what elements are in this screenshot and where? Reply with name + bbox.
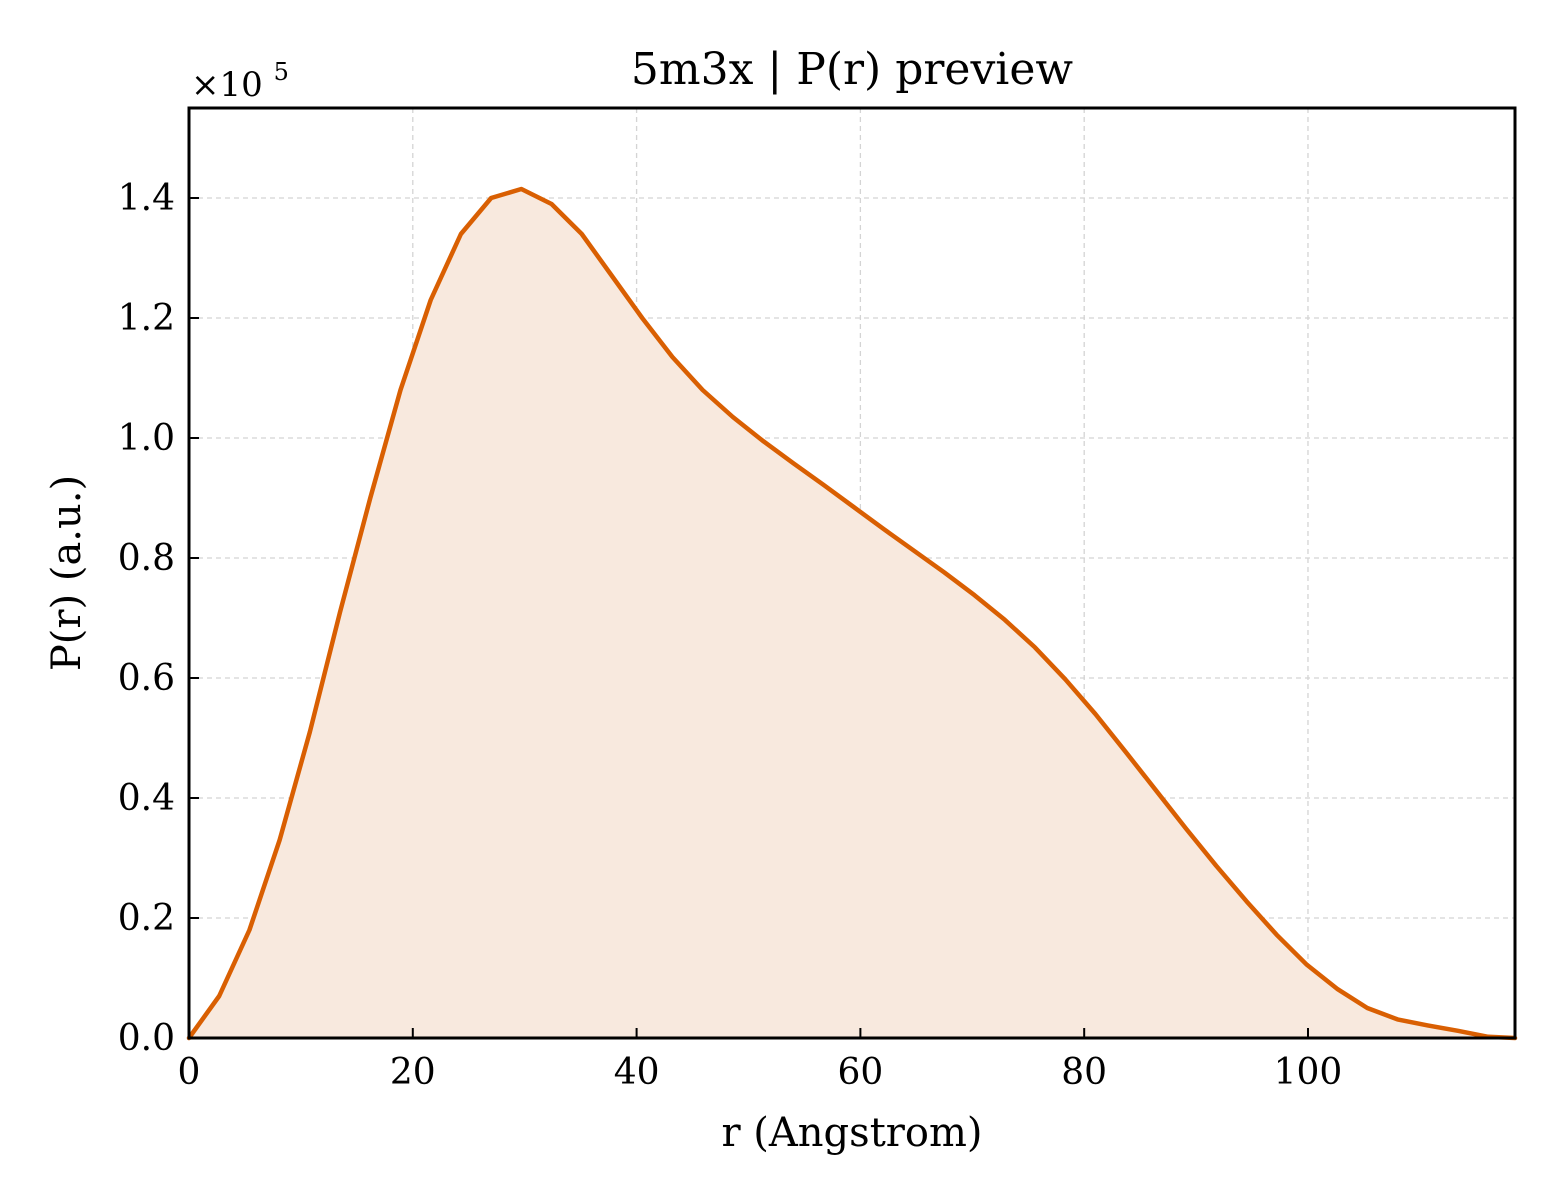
y-tick-label: 0.8 (118, 538, 175, 579)
x-tick-label: 80 (1061, 1052, 1107, 1093)
y-axis-multiplier-exponent: 5 (274, 58, 289, 86)
x-axis-ticks: 0 20 40 60 80 100 (178, 1028, 1343, 1093)
y-tick-label: 0.6 (118, 658, 175, 699)
x-axis-label: r (Angstrom) (721, 1110, 982, 1156)
y-axis-ticks: 0.0 0.2 0.4 0.6 0.8 1.0 1.2 1.4 (118, 178, 199, 1059)
y-axis-multiplier: ×10 5 (191, 58, 289, 105)
y-tick-label: 0.0 (118, 1018, 175, 1059)
chart-title: 5m3x | P(r) preview (631, 44, 1073, 95)
y-tick-label: 0.4 (118, 778, 175, 819)
x-tick-label: 0 (178, 1052, 201, 1093)
x-tick-label: 20 (390, 1052, 436, 1093)
x-tick-label: 40 (614, 1052, 660, 1093)
y-tick-label: 1.0 (118, 418, 175, 459)
y-axis-multiplier-base: ×10 (191, 65, 263, 105)
y-tick-label: 0.2 (118, 898, 175, 939)
y-tick-label: 1.4 (118, 178, 175, 219)
plot-frame (187, 106, 1517, 1040)
y-axis-label: P(r) (a.u.) (44, 475, 90, 671)
pr-curve-line (186, 186, 1518, 1041)
x-tick-label: 100 (1274, 1052, 1343, 1093)
y-tick-label: 1.2 (118, 298, 175, 339)
x-tick-label: 60 (837, 1052, 883, 1093)
